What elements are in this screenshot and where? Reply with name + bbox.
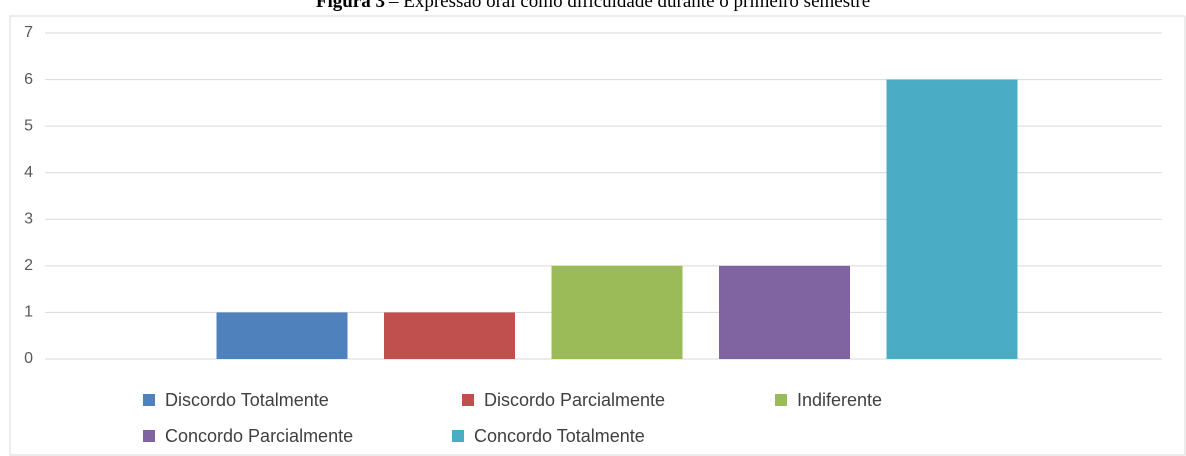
y-tick-label: 4: [24, 164, 33, 181]
figure-label: Figura 3: [316, 0, 385, 12]
bar: [384, 312, 515, 359]
legend-label: Indiferente: [797, 390, 882, 410]
bar: [216, 312, 348, 359]
title-text: – Expressão oral como dificuldade durant…: [388, 0, 870, 12]
bar: [551, 265, 683, 359]
y-tick-label: 3: [24, 211, 33, 228]
y-tick-label: 7: [24, 24, 33, 41]
chart-frame: [9, 15, 1186, 456]
bar: [719, 265, 850, 359]
legend-swatch: [775, 394, 787, 406]
y-tick-label: 0: [24, 350, 33, 367]
chart-title: Figura 3– Expressão oral como dificuldad…: [316, 0, 870, 12]
y-tick-label: 1: [24, 304, 33, 321]
y-tick-label: 5: [24, 117, 33, 134]
legend-label: Discordo Parcialmente: [484, 390, 665, 410]
y-tick-label: 6: [24, 71, 33, 88]
legend-label: Discordo Totalmente: [165, 390, 329, 410]
legend-swatch: [452, 430, 464, 442]
legend-label: Concordo Parcialmente: [165, 426, 353, 446]
bar: [886, 79, 1018, 360]
legend-swatch: [143, 430, 155, 442]
legend-label: Concordo Totalmente: [474, 426, 645, 446]
legend-swatch: [462, 394, 474, 406]
y-tick-label: 2: [24, 257, 33, 274]
legend-swatch: [143, 394, 155, 406]
